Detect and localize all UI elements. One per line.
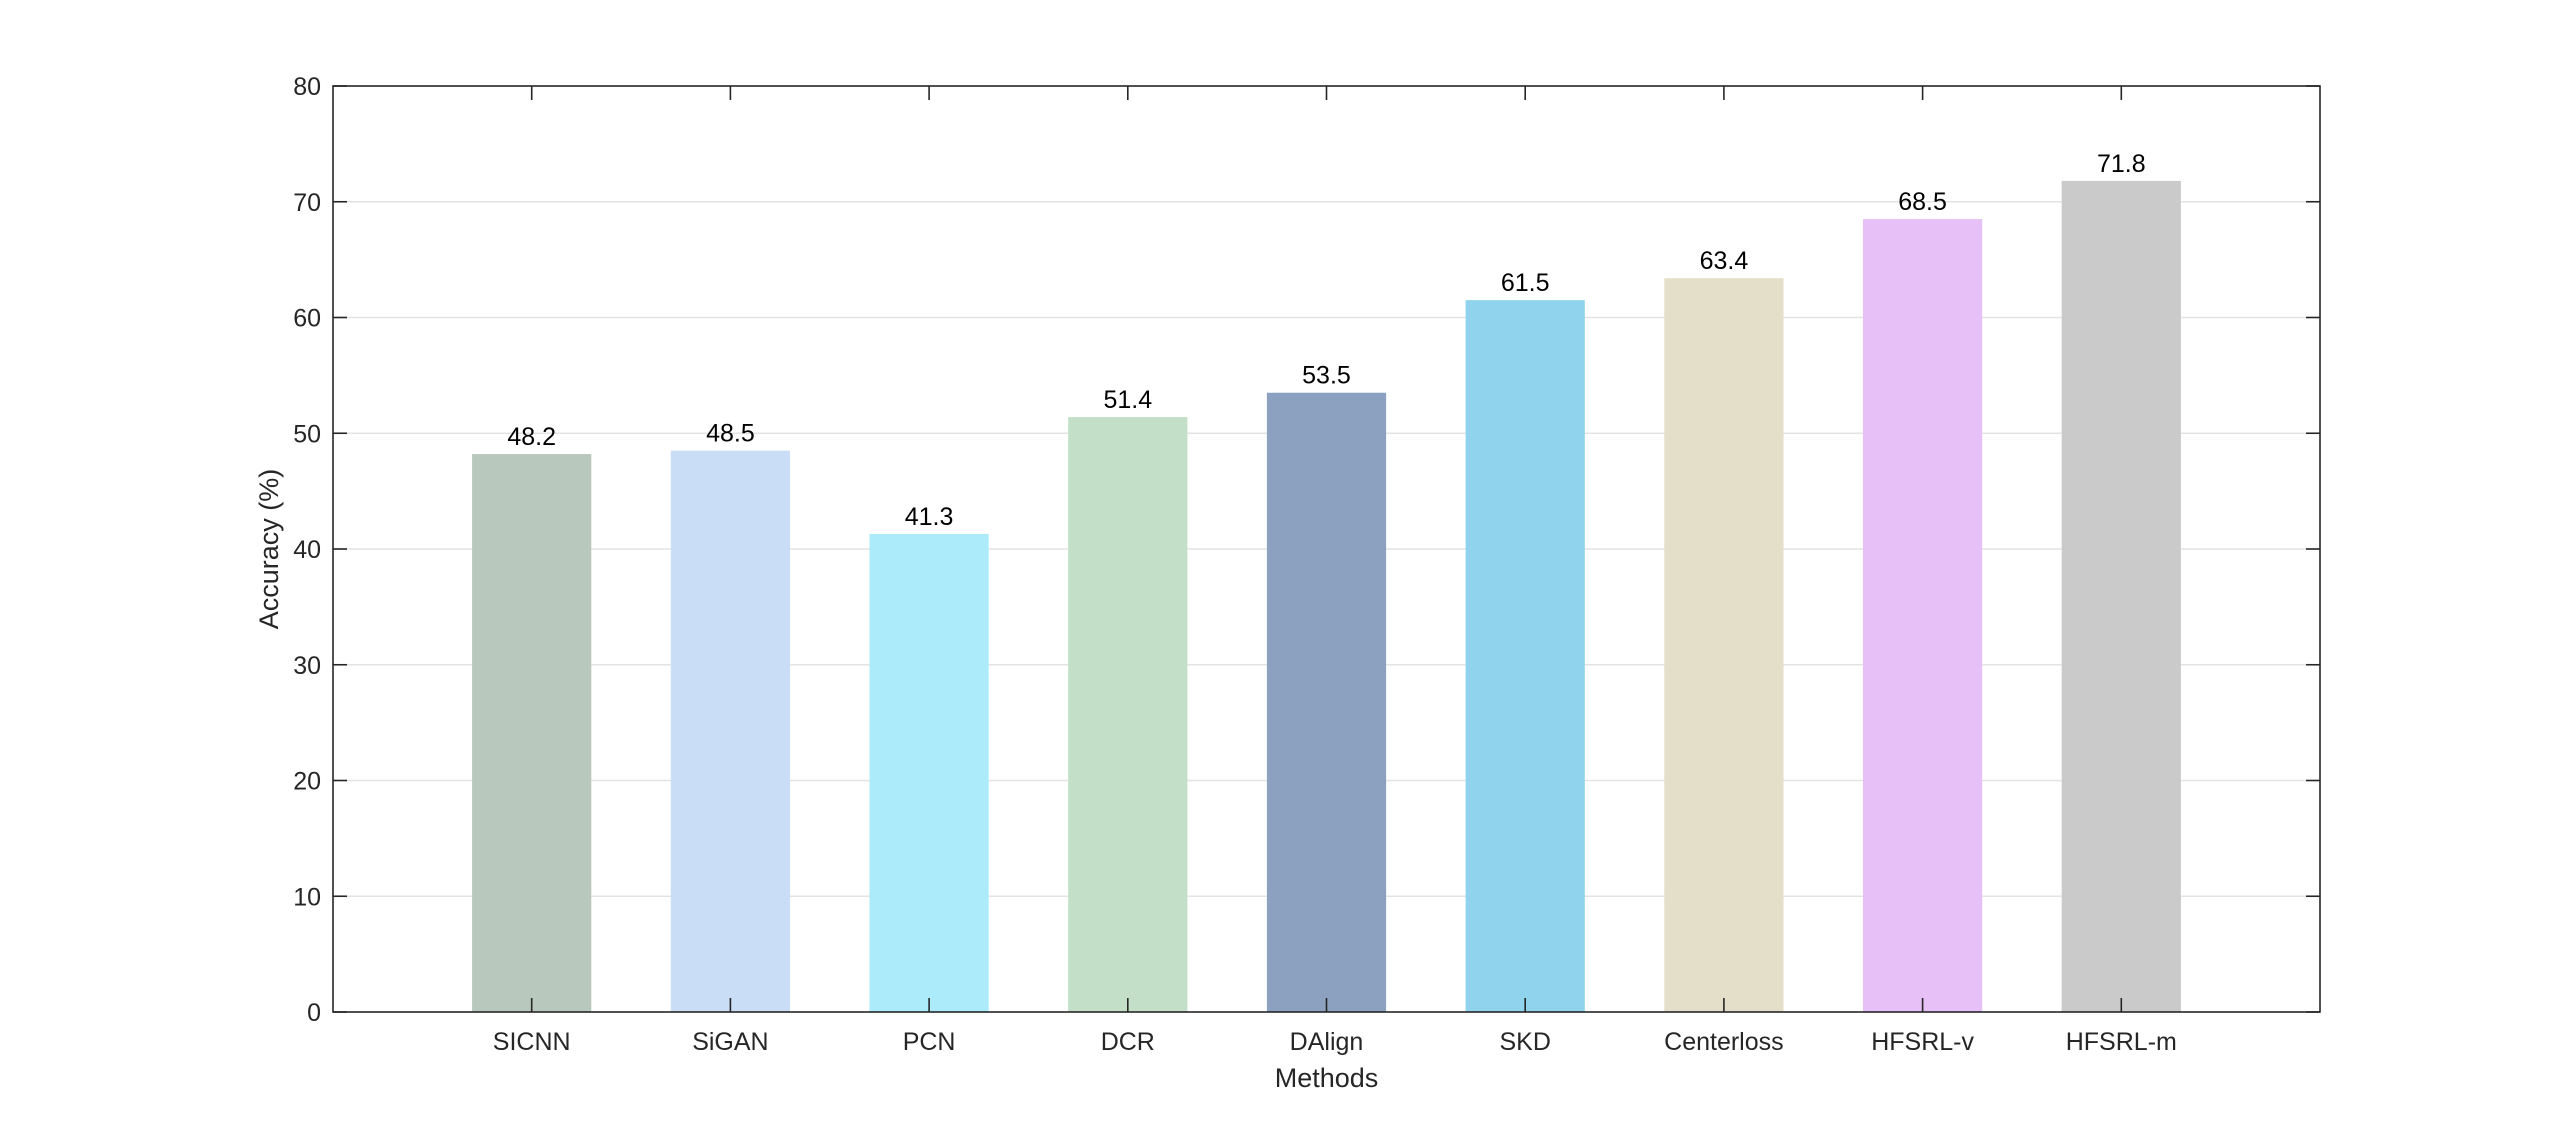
data-label: 71.8 (2097, 150, 2146, 178)
ticks (333, 85, 2320, 1013)
x-tick-label: PCN (903, 1028, 956, 1056)
x-tick-label: SICNN (493, 1028, 571, 1056)
bar-centerloss (1664, 278, 1784, 1012)
bar-skd (1465, 300, 1585, 1012)
y-tick-label: 20 (293, 768, 321, 796)
x-axis-title: Methods (1275, 1063, 1379, 1093)
data-label: 51.4 (1103, 386, 1152, 414)
data-label: 68.5 (1898, 188, 1947, 216)
bar-pcn (869, 533, 989, 1012)
y-axis-title: Accuracy (%) (254, 469, 284, 630)
x-tick-label: DCR (1101, 1028, 1155, 1056)
bars (472, 180, 2181, 1013)
bar-hfsrl-m (2061, 180, 2181, 1013)
x-tick-label: Centerloss (1664, 1028, 1784, 1056)
x-tick-label: DAlign (1290, 1028, 1364, 1056)
labels: 48.2 48.5 41.3 51.4 53.5 61.5 63.4 68.5 71.8 0 10 2… (293, 73, 2177, 1056)
bar-dalign (1266, 392, 1387, 1012)
y-tick-label: 80 (293, 73, 321, 101)
data-label: 41.3 (905, 503, 954, 531)
y-tick-label: 40 (293, 536, 321, 564)
bar-sigan (670, 450, 791, 1012)
y-tick-label: 60 (293, 305, 321, 333)
y-tick-label: 30 (293, 652, 321, 680)
bar-sicnn (472, 454, 592, 1013)
y-tick-label: 10 (293, 883, 321, 911)
data-label: 61.5 (1501, 269, 1550, 297)
x-tick-label: HFSRL-v (1871, 1028, 1974, 1056)
y-tick-label: 0 (307, 999, 321, 1027)
x-tick-label: SKD (1499, 1028, 1550, 1056)
data-label: 48.2 (507, 423, 556, 451)
bar-dcr (1068, 417, 1188, 1012)
data-label: 63.4 (1700, 247, 1749, 275)
data-label: 53.5 (1302, 362, 1351, 390)
y-tick-label: 50 (293, 420, 321, 448)
data-label: 48.5 (706, 420, 755, 448)
x-tick-label: SiGAN (692, 1028, 768, 1056)
bar-hfsrl-v (1862, 219, 1983, 1013)
y-tick-label: 70 (293, 189, 321, 217)
x-tick-label: HFSRL-m (2066, 1028, 2177, 1056)
